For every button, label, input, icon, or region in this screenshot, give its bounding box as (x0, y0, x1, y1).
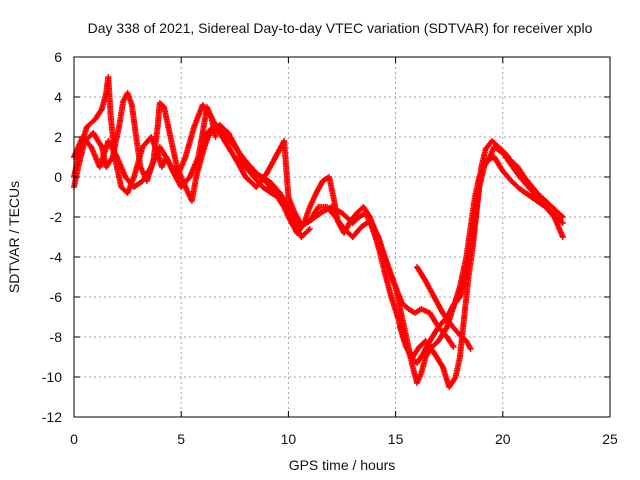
x-tick-label: 5 (177, 431, 185, 447)
data-point-markers (199, 122, 457, 350)
axis-ticks: 0 5 10 15 20 25 -12 -10 -8 -6 -4 -2 0 2 4 6 (42, 49, 618, 447)
y-tick-label: 2 (54, 129, 62, 145)
y-tick-label: 6 (54, 49, 62, 65)
y-tick-label: -4 (50, 249, 63, 265)
x-tick-label: 20 (495, 431, 511, 447)
data-point-markers (231, 138, 566, 386)
x-tick-label: 25 (602, 431, 618, 447)
data-points (71, 74, 566, 390)
series-track-f (231, 138, 566, 386)
y-tick-label: 0 (54, 169, 62, 185)
y-tick-label: -2 (50, 209, 63, 225)
x-tick-label: 15 (388, 431, 404, 447)
series-track-g (396, 138, 566, 390)
y-tick-label: -8 (50, 329, 63, 345)
x-tick-label: 10 (281, 431, 297, 447)
y-tick-label: -12 (42, 409, 62, 425)
data-point-markers (414, 264, 474, 352)
y-tick-label: -10 (42, 369, 62, 385)
x-axis-label: GPS time / hours (289, 457, 396, 473)
x-tick-label: 0 (70, 431, 78, 447)
data-point-markers (396, 138, 566, 390)
y-tick-label: 4 (54, 89, 62, 105)
grid (74, 57, 610, 417)
y-axis-label: SDTVAR / TECUs (6, 181, 22, 293)
plot-frame (73, 56, 611, 418)
y-tick-label: -6 (50, 289, 63, 305)
series-track-d (199, 122, 457, 350)
series-track-h (414, 264, 474, 352)
chart-title: Day 338 of 2021, Sidereal Day-to-day VTE… (88, 20, 593, 36)
